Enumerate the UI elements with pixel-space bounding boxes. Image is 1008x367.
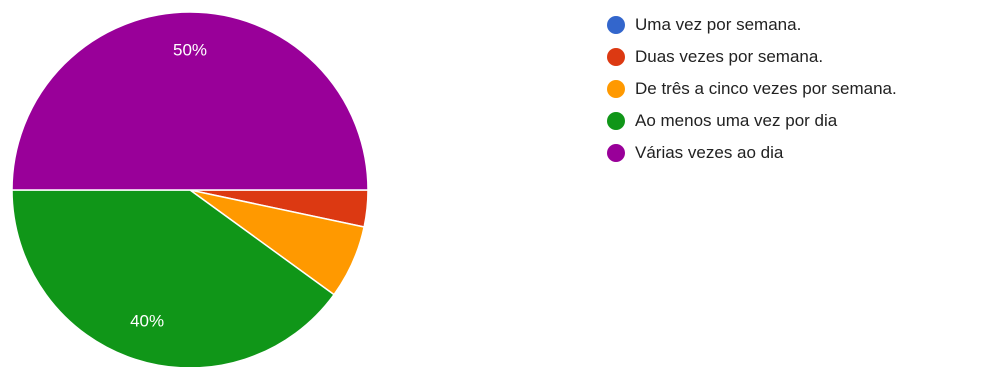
legend-item-tres-a-cinco-vezes[interactable]: De três a cinco vezes por semana. [607, 74, 897, 104]
pie-slice[interactable] [11, 189, 336, 367]
slice-percent-label: 40% [130, 311, 164, 330]
chart-legend: Uma vez por semana. Duas vezes por seman… [607, 10, 897, 170]
slice-percent-label: 50% [173, 41, 207, 60]
legend-swatch [607, 80, 625, 98]
legend-swatch [607, 48, 625, 66]
pie-slice[interactable] [11, 11, 369, 191]
legend-swatch [607, 144, 625, 162]
pie-plot: 40% 50% [11, 11, 369, 367]
legend-label: Várias vezes ao dia [635, 143, 784, 162]
legend-item-duas-vezes-por-semana[interactable]: Duas vezes por semana. [607, 42, 897, 72]
legend-item-varias-vezes-ao-dia[interactable]: Várias vezes ao dia [607, 138, 897, 168]
legend-label: Ao menos uma vez por dia [635, 111, 838, 130]
legend-label: De três a cinco vezes por semana. [635, 79, 897, 98]
legend-swatch [607, 16, 625, 34]
legend-swatch [607, 112, 625, 130]
legend-label: Uma vez por semana. [635, 15, 802, 34]
legend-item-ao-menos-uma-vez-por-dia[interactable]: Ao menos uma vez por dia [607, 106, 897, 136]
legend-item-uma-vez-por-semana[interactable]: Uma vez por semana. [607, 10, 897, 40]
legend-label: Duas vezes por semana. [635, 47, 824, 66]
